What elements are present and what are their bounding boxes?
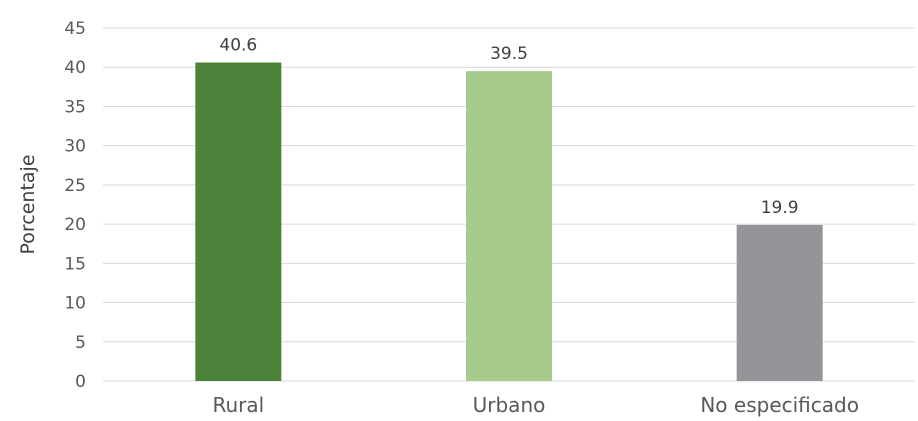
bar [195, 62, 282, 381]
data-label: 19.9 [761, 198, 799, 218]
data-label: 39.5 [490, 44, 528, 64]
y-tick-label: 30 [64, 137, 86, 157]
y-tick-label: 0 [75, 372, 86, 392]
category-label: Rural [212, 393, 264, 417]
y-axis-ticks: 0 5 10 15 20 25 30 35 40 45 [64, 19, 86, 392]
x-axis-categories: Rural Urbano No especificado [212, 393, 859, 417]
category-label: No especificado [700, 393, 859, 417]
y-tick-label: 20 [64, 215, 86, 235]
y-tick-label: 25 [64, 176, 86, 196]
y-tick-label: 35 [64, 97, 86, 117]
data-label: 40.6 [219, 36, 257, 56]
bars [195, 62, 823, 382]
y-tick-label: 40 [64, 58, 86, 78]
y-tick-label: 15 [64, 254, 86, 274]
y-tick-label: 5 [75, 333, 86, 353]
y-tick-label: 10 [64, 294, 86, 314]
y-axis-title: Porcentaje [17, 154, 39, 254]
data-labels: 40.6 39.5 19.9 [219, 36, 798, 218]
category-label: Urbano [473, 393, 546, 417]
y-tick-label: 45 [64, 19, 86, 39]
bar [466, 71, 552, 382]
bar [736, 224, 823, 381]
